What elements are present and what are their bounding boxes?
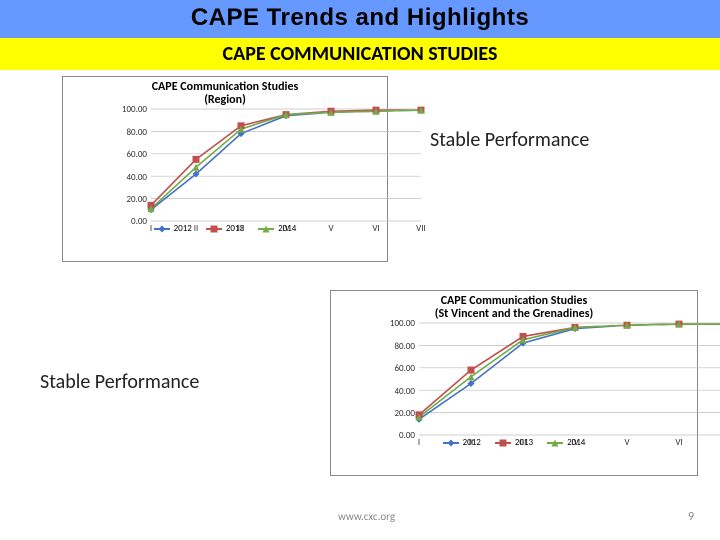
label-stable-region: Stable Performance: [430, 128, 589, 152]
y-tick-label: 100.00: [381, 318, 415, 329]
chart-title-line1: CAPE Communication Studies: [441, 294, 588, 308]
legend-marker-icon: [446, 437, 456, 450]
y-tick-label: 20.00: [113, 194, 147, 205]
label-stable-svg: Stable Performance: [40, 370, 199, 394]
legend-swatch: [206, 228, 222, 230]
x-tick-label: III: [515, 437, 531, 448]
legend-marker-icon: [261, 223, 271, 236]
y-tick-label: 20.00: [381, 408, 415, 419]
y-tick-label: 80.00: [381, 341, 415, 352]
legend-marker-icon: [209, 223, 219, 236]
chart-svg: CAPE Communication Studies (St Vincent a…: [330, 290, 698, 476]
y-tick-label: 40.00: [381, 386, 415, 397]
y-tick-label: 80.00: [113, 127, 147, 138]
x-tick-label: IV: [567, 437, 583, 448]
chart-region: CAPE Communication Studies (Region) 0.00…: [62, 76, 388, 262]
chart-title-line1: CAPE Communication Studies: [152, 80, 299, 94]
x-tick-label: II: [188, 223, 204, 234]
legend-swatch: [443, 442, 459, 444]
legend-swatch: [547, 442, 563, 444]
y-tick-label: 60.00: [381, 363, 415, 374]
x-tick-label: I: [411, 437, 427, 448]
chart-region-plot: 0.0020.0040.0060.0080.00100.00IIIIIIIVVV…: [151, 109, 421, 221]
legend-swatch: [258, 228, 274, 230]
legend-marker-icon: [550, 437, 560, 450]
x-tick-label: V: [323, 223, 339, 234]
y-tick-label: 60.00: [113, 149, 147, 160]
legend-marker-icon: [157, 223, 167, 236]
chart-svg-plot: 0.0020.0040.0060.0080.00100.00IIIIIIIVVV…: [419, 323, 720, 435]
chart-region-title: CAPE Communication Studies (Region): [63, 77, 387, 109]
x-tick-label: VI: [671, 437, 687, 448]
x-tick-label: VI: [368, 223, 384, 234]
chart-title-line2: (St Vincent and the Grenadines): [435, 307, 593, 321]
x-tick-label: II: [463, 437, 479, 448]
legend-swatch: [154, 228, 170, 230]
chart-title-line2: (Region): [204, 93, 246, 107]
page-subtitle: CAPE COMMUNICATION STUDIES: [0, 38, 720, 70]
legend-swatch: [495, 442, 511, 444]
legend-marker-icon: [498, 437, 508, 450]
legend-item: 2012: [154, 223, 192, 234]
x-tick-label: VII: [413, 223, 429, 234]
y-tick-label: 100.00: [113, 104, 147, 115]
footer-url: www.cxc.org: [338, 510, 395, 523]
y-tick-label: 0.00: [381, 430, 415, 441]
x-tick-label: III: [233, 223, 249, 234]
y-tick-label: 40.00: [113, 172, 147, 183]
x-tick-label: IV: [278, 223, 294, 234]
y-tick-label: 0.00: [113, 216, 147, 227]
page-title: CAPE Trends and Highlights: [0, 0, 720, 38]
x-tick-label: V: [619, 437, 635, 448]
page-number: 9: [688, 510, 694, 524]
